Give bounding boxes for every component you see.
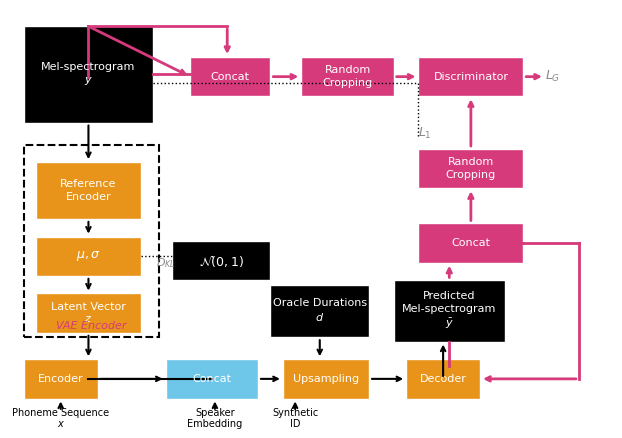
Text: $L_1$: $L_1$ <box>419 126 432 141</box>
Text: Mel-spectrogram
$y$: Mel-spectrogram $y$ <box>41 62 136 87</box>
FancyBboxPatch shape <box>301 57 394 96</box>
Text: Discriminator: Discriminator <box>434 72 508 81</box>
Text: Synthetic
ID: Synthetic ID <box>272 408 318 429</box>
Text: Decoder: Decoder <box>420 374 466 384</box>
FancyBboxPatch shape <box>406 359 480 399</box>
FancyBboxPatch shape <box>165 359 258 399</box>
Text: Latent Vector
$z$: Latent Vector $z$ <box>51 302 126 325</box>
Text: Oracle Durations
$d$: Oracle Durations $d$ <box>272 298 367 324</box>
Text: Random
Cropping: Random Cropping <box>322 65 373 88</box>
FancyBboxPatch shape <box>419 149 523 188</box>
Text: Concat: Concat <box>192 374 231 384</box>
FancyBboxPatch shape <box>283 359 369 399</box>
Text: Phoneme Sequence
$x$: Phoneme Sequence $x$ <box>12 408 109 429</box>
FancyBboxPatch shape <box>36 293 141 333</box>
FancyBboxPatch shape <box>24 359 98 399</box>
Text: $\mathcal{N}(0,1)$: $\mathcal{N}(0,1)$ <box>198 253 244 268</box>
FancyBboxPatch shape <box>394 280 505 342</box>
Text: $\mu, \sigma$: $\mu, \sigma$ <box>76 249 101 263</box>
Text: Concat: Concat <box>211 72 250 81</box>
FancyBboxPatch shape <box>419 57 523 96</box>
FancyBboxPatch shape <box>190 57 271 96</box>
Text: Random
Cropping: Random Cropping <box>446 157 496 180</box>
Text: Speaker
Embedding: Speaker Embedding <box>187 408 243 429</box>
Text: Reference
Encoder: Reference Encoder <box>60 179 117 202</box>
Text: Encoder: Encoder <box>38 374 83 384</box>
Text: Concat: Concat <box>452 238 490 248</box>
FancyBboxPatch shape <box>172 241 271 280</box>
Text: $L_G$: $L_G$ <box>545 69 560 84</box>
FancyBboxPatch shape <box>419 223 523 263</box>
FancyBboxPatch shape <box>24 26 153 123</box>
FancyBboxPatch shape <box>36 162 141 219</box>
FancyBboxPatch shape <box>271 285 369 337</box>
Text: $D_{KL}$: $D_{KL}$ <box>156 256 175 270</box>
Text: Predicted
Mel-spectrogram
$\bar{y}$: Predicted Mel-spectrogram $\bar{y}$ <box>402 291 496 331</box>
Text: Upsampling: Upsampling <box>293 374 359 384</box>
FancyBboxPatch shape <box>36 237 141 276</box>
Text: VAE Encoder: VAE Encoder <box>56 321 127 331</box>
